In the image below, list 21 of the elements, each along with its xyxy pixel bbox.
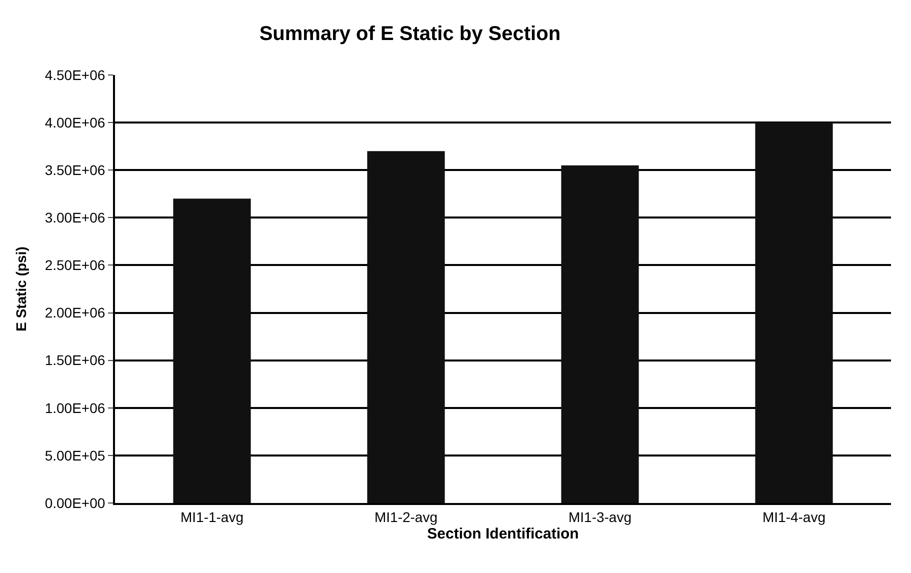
chart-title: Summary of E Static by Section bbox=[259, 22, 561, 45]
y-tick-label: 4.50E+06 bbox=[44, 66, 106, 83]
y-tick-label: 3.50E+06 bbox=[44, 162, 106, 178]
x-tick-label: MI1-4-avg bbox=[762, 508, 826, 525]
y-tick-label: 1.00E+06 bbox=[44, 400, 106, 416]
bar bbox=[173, 198, 251, 503]
bar bbox=[561, 165, 639, 503]
x-tick-label: MI1-3-avg bbox=[568, 508, 632, 525]
x-tick-label: MI1-1-avg bbox=[180, 508, 244, 525]
y-tick-label: 1.50E+06 bbox=[44, 352, 106, 368]
y-tick-label: 4.00E+06 bbox=[44, 114, 106, 130]
y-axis-title: E Static (psi) bbox=[12, 246, 29, 332]
x-tick-label: MI1-2-avg bbox=[374, 508, 438, 525]
y-tick-label: 2.00E+06 bbox=[44, 304, 106, 321]
y-tick-label: 5.00E+05 bbox=[44, 447, 106, 464]
y-tick-label: 0.00E+00 bbox=[44, 494, 106, 511]
y-tick-label: 2.50E+06 bbox=[44, 257, 106, 274]
x-axis-title: Section Identification bbox=[427, 525, 579, 542]
y-tick-label: 3.00E+06 bbox=[44, 210, 106, 226]
bar bbox=[367, 151, 445, 503]
bar bbox=[755, 122, 833, 503]
